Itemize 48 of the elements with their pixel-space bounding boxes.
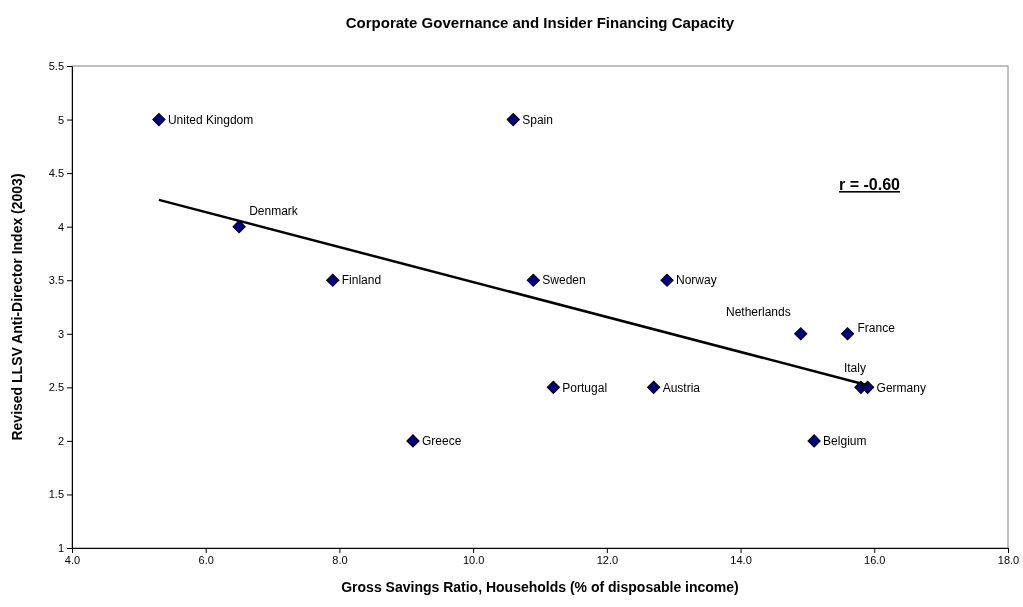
chart-title: Corporate Governance and Insider Financing Capacity	[345, 14, 735, 31]
data-label: France	[857, 320, 896, 335]
y-tick-label: 5.5	[48, 60, 64, 73]
point	[794, 327, 808, 341]
x-tick-label: 16.0	[864, 553, 886, 566]
data-label: United Kingdom	[167, 112, 254, 127]
point	[647, 380, 661, 394]
x-tick-label: 6.0	[198, 553, 214, 566]
data-label: Austria	[662, 380, 701, 395]
data-label: Greece	[421, 434, 462, 449]
x-tick-label: 4.0	[64, 553, 81, 566]
y-tick-label: 3	[57, 327, 64, 340]
point	[526, 273, 540, 287]
point	[506, 112, 520, 127]
y-tick-label: 2.5	[48, 381, 64, 394]
data-label: Spain	[522, 112, 553, 127]
x-tick-label: 18.0	[997, 553, 1020, 566]
data-label: Norway	[676, 273, 717, 288]
x-axis-title: Gross Savings Ratio, Households (% of disposable income)	[341, 579, 739, 595]
y-tick-label: 5	[57, 113, 64, 126]
x-tick-label: 10.0	[462, 553, 485, 566]
x-tick-label: 12.0	[596, 553, 619, 566]
point	[406, 434, 420, 448]
data-label: Finland	[341, 273, 382, 288]
point	[326, 273, 340, 287]
data-label: Belgium	[823, 434, 867, 449]
data-label: Netherlands	[726, 304, 791, 319]
point	[232, 220, 246, 234]
y-tick-label: 2	[57, 434, 64, 447]
x-tick-label: 8.0	[332, 553, 348, 566]
data-label: Italy	[843, 360, 866, 375]
annotation: r = -0.60	[839, 176, 901, 193]
y-axis-title: Revised LLSV Anti-Director Index (2003)	[9, 173, 25, 441]
data-label: Portugal	[562, 380, 608, 395]
point	[152, 112, 166, 127]
y-tick-label: 4	[57, 220, 64, 233]
data-label: Denmark	[249, 203, 299, 218]
y-tick-label: 4.5	[48, 167, 64, 180]
y-tick-label: 3.5	[48, 274, 64, 287]
point	[807, 434, 821, 448]
point	[546, 380, 560, 394]
data-label: Sweden	[542, 273, 586, 288]
x-tick-label: 14.0	[730, 553, 752, 566]
data-label: Germany	[876, 380, 926, 395]
point	[660, 273, 674, 287]
y-tick-label: 1	[57, 542, 64, 555]
y-tick-label: 1.5	[48, 488, 64, 501]
point	[840, 327, 855, 341]
